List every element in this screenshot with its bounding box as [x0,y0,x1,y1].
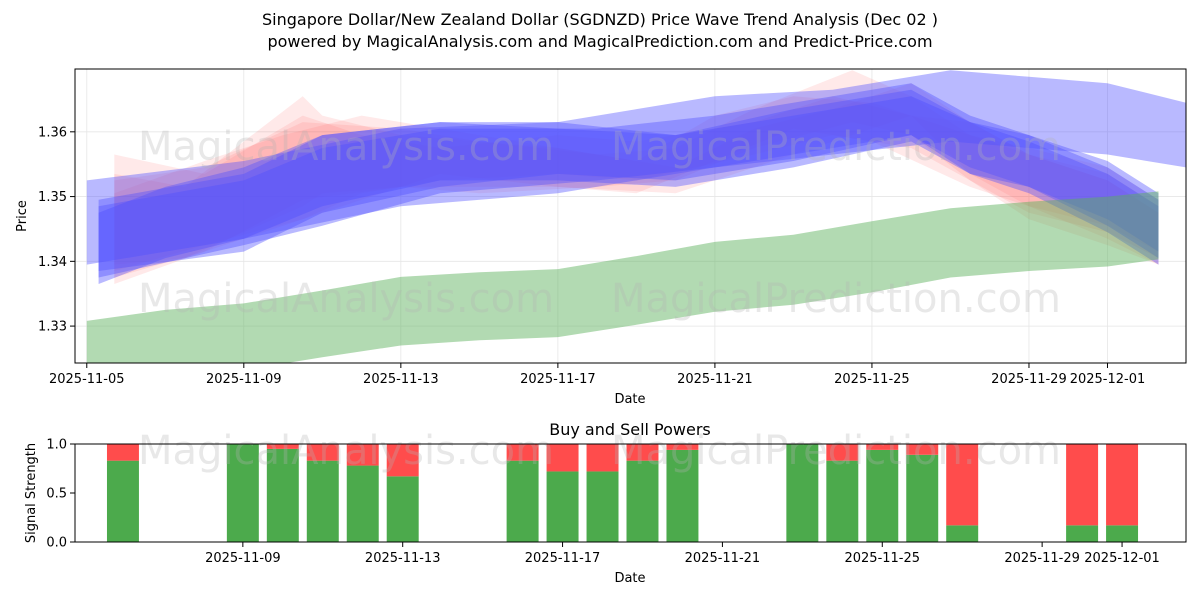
sell-bar [266,444,299,449]
buy-bar [546,471,579,542]
power-x-tick-label: 2025-11-09 [205,551,281,566]
buy-bar [666,449,699,542]
blue-band-4 [98,96,1159,284]
power-x-tick-label: 2025-11-29 [1004,551,1080,566]
watermark-power-right: MagicalPrediction.com [611,428,1061,474]
buy-bar [1066,525,1099,542]
sell-bar [866,444,899,450]
chart-title-line1: Singapore Dollar/New Zealand Dollar (SGD… [262,10,938,29]
sell-bar [626,444,659,461]
power-x-ticks: 2025-11-09 2025-11-13 2025-11-17 2025-11-21… [205,542,1160,566]
power-x-tick-label: 2025-11-17 [525,551,601,566]
main-x-tick-label: 2025-11-13 [363,372,439,387]
sell-bar [826,444,859,461]
main-y-tick-label: 1.36 [38,125,67,140]
sell-bar [506,444,539,461]
buy-bar [1106,525,1139,542]
blue-band-2 [98,89,1159,271]
red-band-3 [114,83,1159,265]
sell-bar [666,444,699,450]
watermark-power-left: MagicalAnalysis.com [138,428,554,474]
buy-bar [386,476,419,542]
power-y-axis-label: Signal Strength [24,443,39,543]
power-x-axis-label: Date [614,571,645,586]
buy-bar [906,454,939,542]
sell-bar [546,444,579,472]
main-x-tick-label: 2025-11-29 [991,372,1067,387]
sell-bar [1066,444,1099,526]
watermark-left: MagicalAnalysis.com [138,124,554,170]
buy-sell-chart: Buy and Sell Powers MagicalAnalysis.com … [24,420,1187,586]
sell-bar [346,444,379,466]
main-x-tick-label: 2025-11-17 [520,372,596,387]
wave-bands [86,70,1186,363]
main-y-tick-label: 1.33 [38,320,67,335]
main-x-tick-label: 2025-11-05 [49,372,125,387]
green-band [86,191,1159,363]
main-plot-frame [74,68,1187,364]
main-y-ticks: 1.33 1.34 1.35 1.36 [38,125,75,335]
power-x-tick-label: 2025-11-25 [844,551,920,566]
buy-bar [506,460,539,542]
chart-title-line2: powered by MagicalAnalysis.com and Magic… [267,32,932,51]
sell-bar [106,444,139,461]
main-grid [75,69,1186,363]
buy-bar [346,465,379,542]
sell-bar [386,444,419,477]
power-y-tick-label: 1.0 [46,438,67,453]
power-x-tick-label: 2025-12-01 [1084,551,1160,566]
power-y-ticks: 0.0 0.5 1.0 [46,438,75,551]
main-y-axis-label: Price [15,200,30,232]
watermark-right: MagicalPrediction.com [611,124,1061,170]
buy-bar [786,444,819,542]
red-band-1 [114,96,1159,271]
buy-bar [946,525,979,542]
sell-bar [306,444,339,461]
main-x-tick-label: 2025-11-25 [834,372,910,387]
main-x-ticks: 2025-11-05 2025-11-09 2025-11-13 2025-11-17… [49,363,1145,387]
power-y-tick-label: 0.0 [46,536,67,551]
buy-bar [586,471,619,542]
power-bars [106,444,1139,542]
sell-bar [906,444,939,455]
main-x-axis-label: Date [614,392,645,407]
buy-bar [866,449,899,542]
main-x-tick-label: 2025-11-09 [206,372,282,387]
sell-bar [1106,444,1139,526]
sell-bar [946,444,979,526]
blue-band-3 [98,83,1159,278]
main-x-tick-label: 2025-12-01 [1070,372,1146,387]
power-x-tick-label: 2025-11-21 [685,551,761,566]
price-wave-chart: MagicalAnalysis.com MagicalPrediction.co… [15,68,1187,407]
main-y-tick-label: 1.34 [38,255,67,270]
main-x-tick-label: 2025-11-21 [677,372,753,387]
buy-bar [306,460,339,542]
main-y-tick-label: 1.35 [38,190,67,205]
buy-bar [226,444,259,542]
red-band-2 [114,96,1159,284]
buy-bar [266,448,299,542]
power-chart-title: Buy and Sell Powers [549,420,711,439]
blue-band-1 [86,70,1186,265]
watermark-left-lower: MagicalAnalysis.com [138,276,554,322]
buy-bar [626,460,659,542]
red-band-4 [114,70,1159,278]
watermark-right-lower: MagicalPrediction.com [611,276,1061,322]
power-y-tick-label: 0.5 [46,487,67,502]
buy-bar [826,460,859,542]
sell-bar [586,444,619,472]
power-x-tick-label: 2025-11-13 [365,551,441,566]
buy-bar [106,460,139,542]
